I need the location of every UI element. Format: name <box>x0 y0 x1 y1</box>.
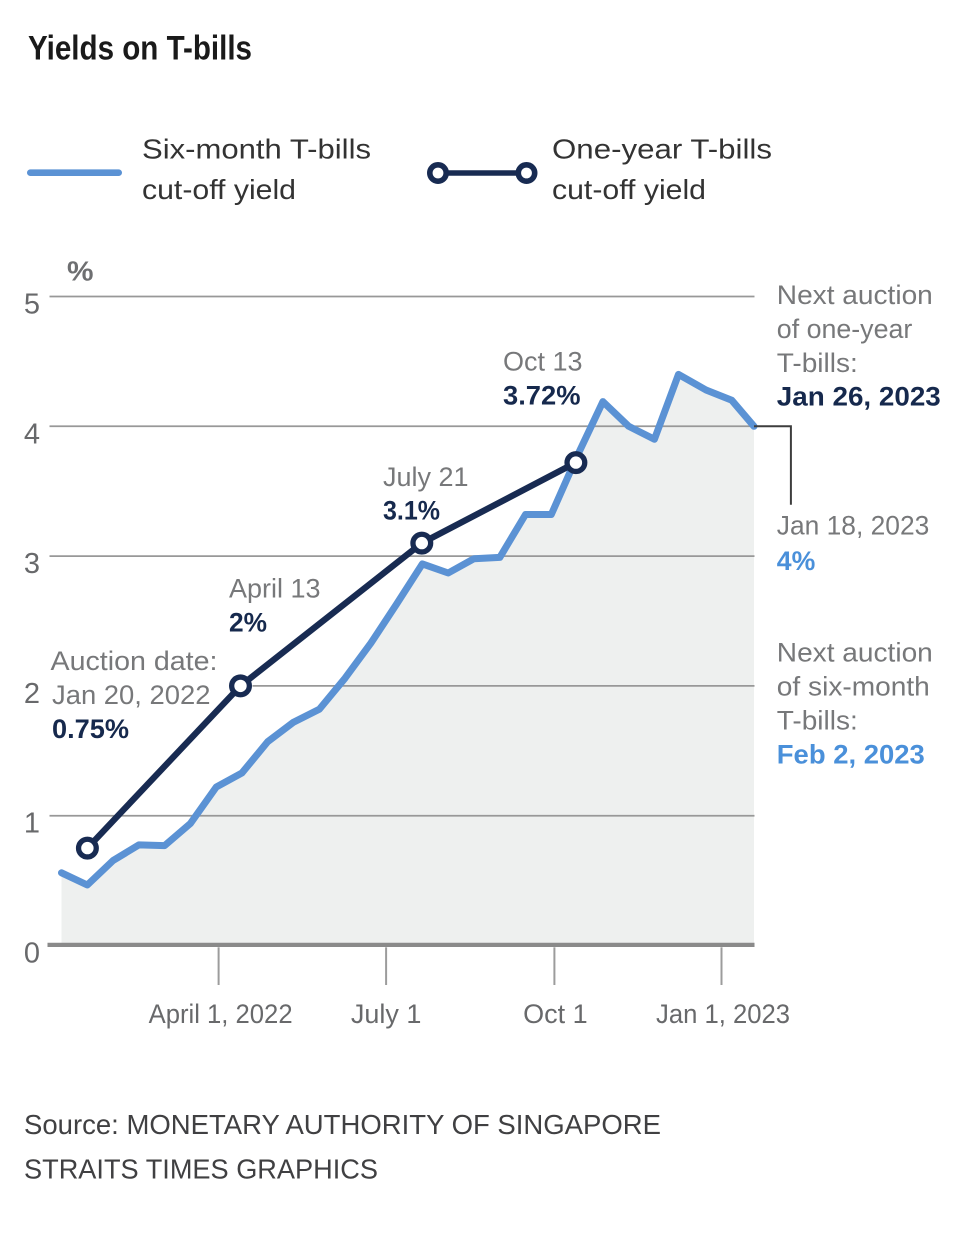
svg-text:Feb 2, 2023: Feb 2, 2023 <box>777 739 925 769</box>
svg-text:2: 2 <box>24 678 40 710</box>
svg-text:cut-off yield: cut-off yield <box>142 174 296 205</box>
svg-text:cut-off yield: cut-off yield <box>552 174 706 205</box>
svg-text:July 21: July 21 <box>383 462 469 492</box>
svg-text:Next auction: Next auction <box>777 637 933 667</box>
svg-text:T-bills:: T-bills: <box>777 706 858 736</box>
svg-text:April 13: April 13 <box>229 574 321 604</box>
svg-text:3: 3 <box>24 548 40 580</box>
svg-text:5: 5 <box>24 289 40 321</box>
svg-text:0.75%: 0.75% <box>52 714 129 744</box>
svg-text:Jan 1, 2023: Jan 1, 2023 <box>656 999 790 1029</box>
svg-text:0: 0 <box>24 938 40 970</box>
svg-text:Six-month T-bills: Six-month T-bills <box>142 134 371 165</box>
svg-text:T-bills:: T-bills: <box>777 348 858 378</box>
svg-text:Yields on T-bills: Yields on T-bills <box>28 30 252 68</box>
svg-text:3.72%: 3.72% <box>503 381 581 411</box>
svg-text:Jan 26, 2023: Jan 26, 2023 <box>777 382 941 412</box>
svg-text:April 1, 2022: April 1, 2022 <box>149 999 293 1029</box>
svg-text:Source: MONETARY AUTHORITY OF: Source: MONETARY AUTHORITY OF SINGAPORE <box>24 1109 661 1140</box>
svg-text:Oct 1: Oct 1 <box>523 999 588 1029</box>
svg-text:of six-month: of six-month <box>777 672 930 702</box>
svg-text:%: % <box>67 256 94 287</box>
svg-text:4: 4 <box>24 418 40 450</box>
svg-text:Oct 13: Oct 13 <box>503 347 583 377</box>
svg-text:of one-year: of one-year <box>777 314 913 344</box>
svg-text:July 1: July 1 <box>351 999 422 1029</box>
svg-text:Jan 18, 2023: Jan 18, 2023 <box>777 510 930 540</box>
svg-text:Next auction: Next auction <box>777 280 933 310</box>
svg-text:3.1%: 3.1% <box>383 496 440 526</box>
svg-text:Auction date:: Auction date: <box>51 646 218 676</box>
svg-text:4%: 4% <box>777 546 816 576</box>
svg-text:Jan 20, 2022: Jan 20, 2022 <box>52 680 211 710</box>
svg-text:1: 1 <box>24 808 40 840</box>
svg-text:STRAITS TIMES GRAPHICS: STRAITS TIMES GRAPHICS <box>24 1154 378 1185</box>
svg-text:2%: 2% <box>229 608 267 638</box>
svg-text:One-year T-bills: One-year T-bills <box>552 134 772 165</box>
